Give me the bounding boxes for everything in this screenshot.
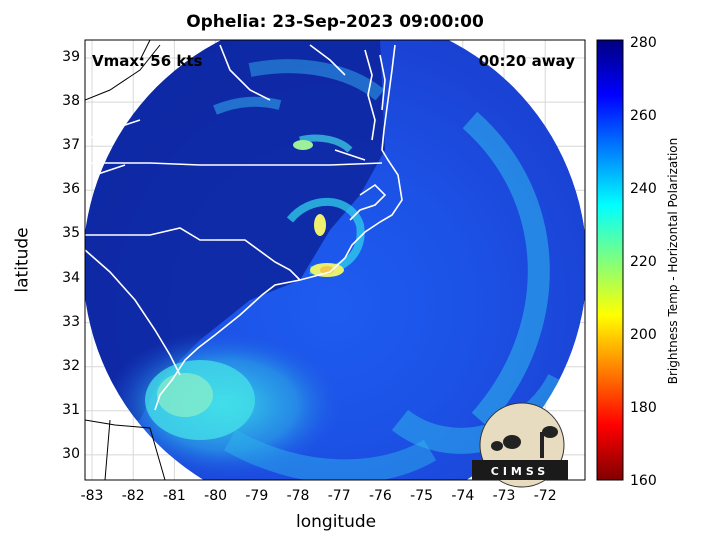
y-tick-label: 36 — [62, 181, 80, 198]
colorbar-tick-label: 200 — [630, 327, 657, 343]
cimss-logo: CIMSS — [472, 402, 568, 488]
x-tick-label: -74 — [451, 488, 475, 504]
swath — [85, 40, 585, 480]
colorbar-tick-label: 260 — [630, 108, 657, 124]
y-tick-label: 35 — [62, 225, 80, 242]
colorbar-label: Brightness Temp - Horizontal Polarizatio… — [666, 137, 680, 385]
outer-borders — [85, 40, 166, 480]
x-tick-label: -72 — [533, 488, 557, 504]
logo-text: CIMSS — [491, 465, 549, 478]
y-tick-label: 38 — [62, 93, 80, 110]
colorbar-tick-label: 280 — [630, 35, 657, 51]
x-tick-label: -78 — [286, 488, 310, 504]
figure-title: Ophelia: 23-Sep-2023 09:00:00 — [186, 12, 484, 32]
x-tick-label: -80 — [204, 488, 228, 504]
y-tick-label: 33 — [62, 313, 80, 330]
x-tick-label: -75 — [410, 488, 434, 504]
x-axis-label: longitude — [296, 512, 377, 532]
colorbar — [596, 39, 624, 481]
colorbar-tick-label: 240 — [630, 181, 657, 197]
x-tick-label: -73 — [492, 488, 516, 504]
colorbar-tick-label: 220 — [630, 254, 657, 270]
axes-frame — [84, 39, 586, 481]
y-tick-label: 32 — [62, 357, 80, 374]
vmax-label: Vmax: 56 kts — [92, 52, 203, 70]
x-tick-label: -82 — [121, 488, 145, 504]
x-tick-label: -81 — [162, 488, 186, 504]
x-tick-label: -83 — [80, 488, 104, 504]
coastlines — [85, 44, 403, 411]
colorbar-tick-label: 160 — [630, 473, 657, 489]
y-tick-label: 37 — [62, 137, 80, 154]
x-tick-label: -77 — [327, 488, 351, 504]
y-axis-label: latitude — [12, 227, 33, 293]
y-tick-label: 34 — [62, 269, 80, 286]
y-tick-label: 30 — [62, 445, 80, 462]
x-tick-label: -76 — [368, 488, 392, 504]
x-tick-label: -79 — [245, 488, 269, 504]
colorbar-tick-label: 180 — [630, 400, 657, 416]
y-tick-label: 31 — [62, 401, 80, 418]
time-label: 00:20 away — [478, 52, 575, 70]
y-tick-label: 39 — [62, 49, 80, 65]
